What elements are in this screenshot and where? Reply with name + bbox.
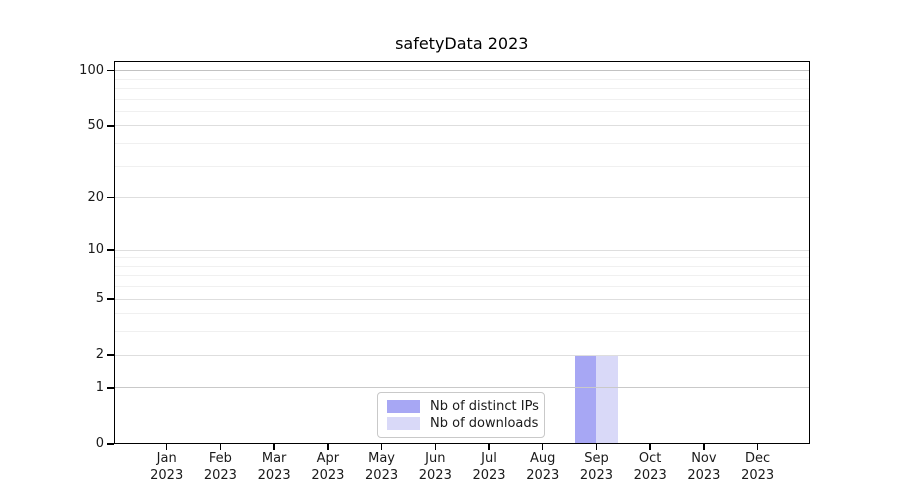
major-gridline [115, 354, 809, 356]
minor-gridline [115, 165, 809, 167]
chart-title: safetyData 2023 [395, 34, 529, 53]
major-gridline [115, 298, 809, 300]
x-tick [541, 444, 544, 450]
y-tick-label: 1 [95, 379, 104, 395]
x-tick-label: Apr 2023 [311, 451, 345, 483]
bar-nb-of-distinct-ips [574, 355, 597, 444]
x-tick [165, 444, 168, 450]
x-tick-label: Feb 2023 [203, 451, 237, 483]
legend: Nb of distinct IPs Nb of downloads [377, 391, 545, 438]
major-gridline [115, 197, 809, 199]
y-tick [107, 443, 114, 445]
y-tick [107, 249, 114, 251]
y-tick-label: 100 [79, 62, 104, 78]
x-tick [219, 444, 222, 450]
x-tick-label: Jun 2023 [418, 451, 452, 483]
y-tick [107, 125, 114, 127]
x-tick-label: Sep 2023 [579, 451, 613, 483]
x-tick [434, 444, 437, 450]
minor-gridline [115, 313, 809, 315]
minor-gridline [115, 78, 809, 80]
x-tick-label: Oct 2023 [633, 451, 667, 483]
minor-gridline [115, 88, 809, 90]
y-tick-label: 50 [87, 117, 104, 133]
minor-gridline [115, 98, 809, 100]
y-tick [107, 196, 114, 199]
y-tick-label: 5 [95, 291, 104, 307]
legend-label: Nb of downloads [430, 415, 539, 431]
y-tick-label: 20 [87, 189, 104, 205]
legend-swatch-icon [387, 399, 420, 413]
x-tick [595, 444, 598, 450]
minor-gridline [115, 265, 809, 267]
x-tick-label: May 2023 [365, 451, 399, 483]
y-tick [107, 387, 114, 389]
legend-swatch-icon [387, 416, 420, 430]
x-tick-label: Jan 2023 [150, 451, 184, 483]
x-tick [488, 444, 490, 450]
x-tick-label: Dec 2023 [741, 451, 775, 483]
x-tick [273, 444, 275, 450]
x-tick-label: Aug 2023 [526, 451, 560, 483]
minor-gridline [115, 257, 809, 259]
major-gridline [115, 125, 809, 127]
y-tick [107, 298, 114, 300]
x-tick-label: Jul 2023 [472, 451, 506, 483]
x-tick [380, 444, 383, 450]
minor-gridline [115, 143, 809, 145]
y-tick-label: 2 [95, 347, 104, 363]
major-gridline [115, 249, 809, 251]
legend-label: Nb of distinct IPs [430, 398, 539, 414]
y-tick [107, 354, 114, 356]
major-gridline [115, 70, 809, 72]
x-tick [649, 444, 651, 450]
minor-gridline [115, 275, 809, 277]
x-tick-label: Mar 2023 [257, 451, 291, 483]
minor-gridline [115, 110, 809, 112]
y-tick-label: 10 [87, 242, 104, 258]
x-tick [756, 444, 759, 450]
legend-row: Nb of distinct IPs [387, 398, 539, 415]
y-tick-label: 0 [95, 436, 104, 451]
legend-row: Nb of downloads [387, 415, 539, 432]
x-tick-label: Nov 2023 [687, 451, 721, 483]
x-tick [703, 444, 705, 450]
y-tick [107, 69, 114, 72]
major-gridline [115, 387, 809, 389]
bar-nb-of-downloads [596, 355, 618, 444]
x-tick [327, 444, 329, 450]
minor-gridline [115, 286, 809, 288]
minor-gridline [115, 331, 809, 333]
